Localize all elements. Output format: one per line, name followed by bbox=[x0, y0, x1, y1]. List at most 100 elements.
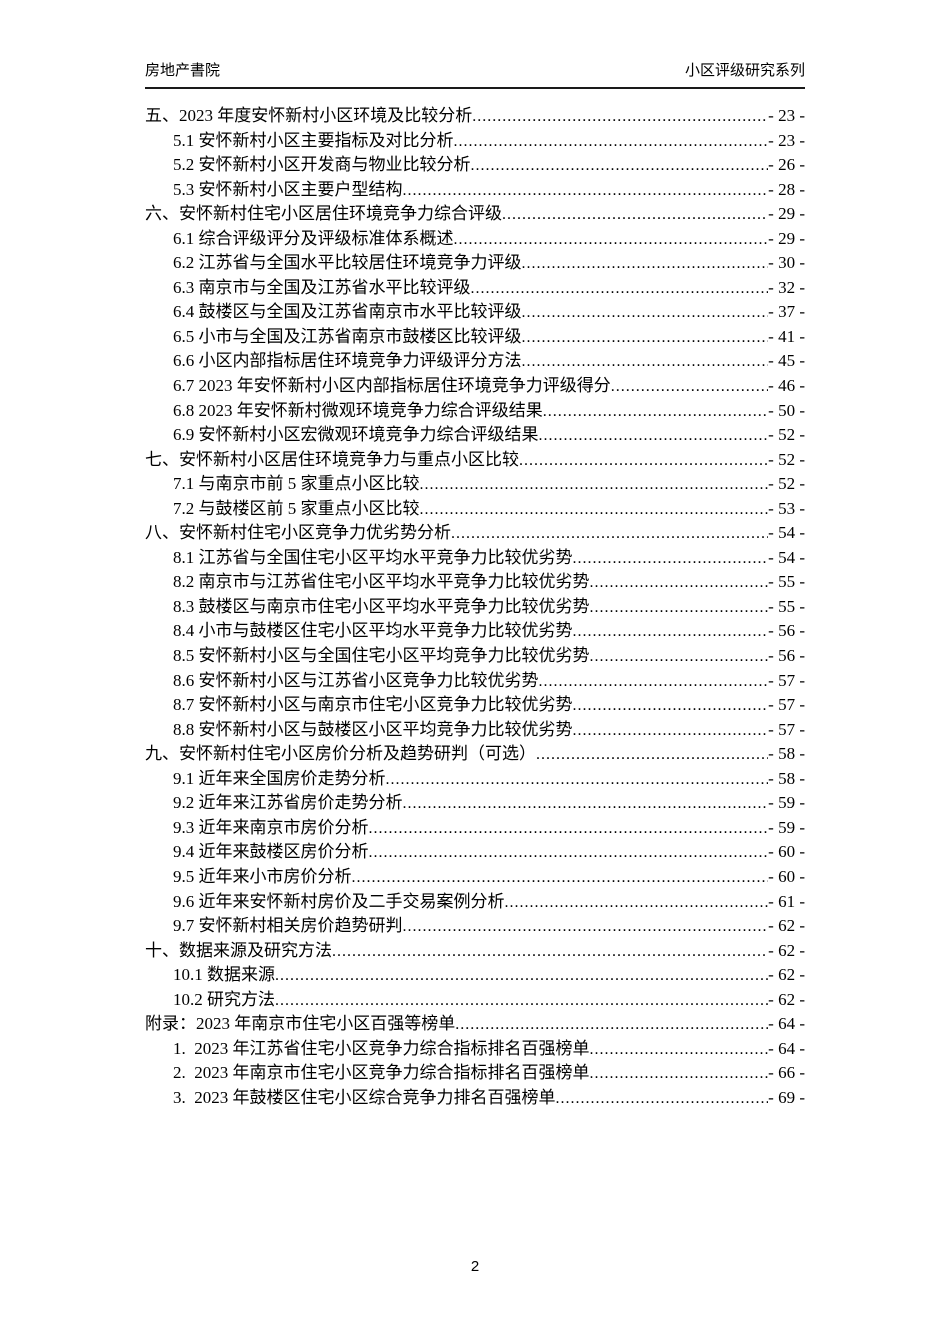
toc-entry-label: 6.5 小市与全国及江苏省南京市鼓楼区比较评级 bbox=[173, 326, 522, 346]
toc-entry-label: 6.3 南京市与全国及江苏省水平比较评级 bbox=[173, 277, 471, 297]
toc-entry-page: - 37 - bbox=[768, 302, 805, 322]
toc-entry-label: 五、2023 年度安怀新村小区环境及比较分析 bbox=[145, 106, 473, 125]
toc-entry-page: - 54 - bbox=[768, 547, 805, 567]
toc-entry[interactable]: 9.4 近年来鼓楼区房价分析 .........................… bbox=[145, 840, 805, 865]
toc-dot-leader: ........................................… bbox=[351, 868, 769, 886]
toc-entry[interactable]: 9.3 近年来南京市房价分析 .........................… bbox=[145, 816, 805, 841]
toc-entry[interactable]: 2. 2023 年南京市住宅小区竞争力综合指标排名百强榜单 ..........… bbox=[145, 1061, 805, 1086]
toc-entry-label: 九、安怀新村住宅小区房价分析及趋势研判（可选） bbox=[145, 744, 536, 764]
toc-entry[interactable]: 5.1 安怀新村小区主要指标及对比分析 ....................… bbox=[145, 129, 805, 154]
toc-entry[interactable]: 3. 2023 年鼓楼区住宅小区综合竞争力排名百强榜单 ............… bbox=[145, 1086, 805, 1111]
toc-entry-page: - 23 - bbox=[768, 106, 805, 125]
toc-dot-leader: ........................................… bbox=[419, 476, 769, 494]
toc-entry[interactable]: 6.5 小市与全国及江苏省南京市鼓楼区比较评级 ................… bbox=[145, 325, 805, 350]
toc-entry[interactable]: 6.8 2023 年安怀新村微观环境竞争力综合评级结果 ............… bbox=[145, 399, 805, 424]
toc-entry[interactable]: 8.1 江苏省与全国住宅小区平均水平竞争力比较优劣势 .............… bbox=[145, 546, 805, 571]
toc-entry[interactable]: 8.4 小市与鼓楼区住宅小区平均水平竞争力比较优劣势 .............… bbox=[145, 619, 805, 644]
toc-entry[interactable]: 8.6 安怀新村小区与江苏省小区竞争力比较优劣势 ...............… bbox=[145, 669, 805, 694]
toc-dot-leader: ........................................… bbox=[555, 1089, 769, 1107]
toc-dot-leader: ........................................… bbox=[504, 893, 769, 911]
toc-entry-label: 9.6 近年来安怀新村房价及二手交易案例分析 bbox=[173, 891, 505, 911]
toc-entry-page: - 52 - bbox=[768, 449, 805, 469]
toc-entry[interactable]: 6.4 鼓楼区与全国及江苏省南京市水平比较评级 ................… bbox=[145, 300, 805, 325]
toc-entry[interactable]: 6.2 江苏省与全国水平比较居住环境竞争力评级 ................… bbox=[145, 251, 805, 276]
toc-entry-label: 8.8 安怀新村小区与鼓楼区小区平均竞争力比较优劣势 bbox=[173, 719, 573, 739]
toc-entry-label: 十、数据来源及研究方法 bbox=[145, 940, 332, 960]
toc-dot-leader: ........................................… bbox=[502, 206, 769, 224]
toc-entry-page: - 62 - bbox=[768, 916, 805, 936]
toc-entry-label: 六、安怀新村住宅小区居住环境竞争力综合评级 bbox=[145, 204, 502, 224]
toc-dot-leader: ........................................… bbox=[572, 697, 769, 715]
toc-entry-page: - 62 - bbox=[768, 940, 805, 960]
toc-entry[interactable]: 6.1 综合评级评分及评级标准体系概述 ....................… bbox=[145, 227, 805, 252]
toc-entry-page: - 46 - bbox=[768, 376, 805, 396]
toc-dot-leader: ........................................… bbox=[589, 574, 769, 592]
toc-entry-label: 9.4 近年来鼓楼区房价分析 bbox=[173, 842, 369, 862]
toc-entry[interactable]: 8.8 安怀新村小区与鼓楼区小区平均竞争力比较优劣势 .............… bbox=[145, 718, 805, 743]
toc-entry[interactable]: 附录：2023 年南京市住宅小区百强等榜单 ..................… bbox=[145, 1012, 805, 1037]
toc-dot-leader: ........................................… bbox=[589, 598, 769, 616]
toc-entry-label: 8.4 小市与鼓楼区住宅小区平均水平竞争力比较优劣势 bbox=[173, 621, 573, 641]
header-right-title: 小区评级研究系列 bbox=[684, 62, 805, 79]
toc-entry[interactable]: 6.9 安怀新村小区宏微观环境竞争力综合评级结果 ...............… bbox=[145, 423, 805, 448]
toc-entry-page: - 57 - bbox=[768, 670, 805, 690]
toc-entry-label: 2. 2023 年南京市住宅小区竞争力综合指标排名百强榜单 bbox=[173, 1063, 590, 1083]
toc-entry[interactable]: 六、安怀新村住宅小区居住环境竞争力综合评级 ..................… bbox=[145, 202, 805, 227]
toc-entry[interactable]: 7.1 与南京市前 5 家重点小区比较 ....................… bbox=[145, 472, 805, 497]
toc-entry[interactable]: 6.3 南京市与全国及江苏省水平比较评级 ...................… bbox=[145, 276, 805, 301]
toc-entry[interactable]: 9.6 近年来安怀新村房价及二手交易案例分析 .................… bbox=[145, 890, 805, 915]
toc-entry[interactable]: 8.5 安怀新村小区与全国住宅小区平均竞争力比较优劣势 ............… bbox=[145, 644, 805, 669]
table-of-contents: 五、2023 年度安怀新村小区环境及比较分析 .................… bbox=[145, 104, 805, 1110]
toc-entry[interactable]: 6.7 2023 年安怀新村小区内部指标居住环境竞争力评级得分 ........… bbox=[145, 374, 805, 399]
toc-dot-leader: ........................................… bbox=[470, 157, 769, 175]
toc-entry-label: 5.3 安怀新村小区主要户型结构 bbox=[173, 179, 403, 199]
toc-dot-leader: ........................................… bbox=[538, 672, 769, 690]
toc-entry[interactable]: 6.6 小区内部指标居住环境竞争力评级评分方法 ................… bbox=[145, 349, 805, 374]
toc-dot-leader: ........................................… bbox=[332, 942, 768, 960]
toc-entry-page: - 52 - bbox=[768, 425, 805, 445]
toc-entry-page: - 59 - bbox=[768, 817, 805, 837]
toc-dot-leader: ........................................… bbox=[402, 918, 769, 936]
toc-entry-page: - 62 - bbox=[768, 989, 805, 1009]
toc-entry[interactable]: 5.2 安怀新村小区开发商与物业比较分析 ...................… bbox=[145, 153, 805, 178]
toc-entry-page: - 64 - bbox=[768, 1038, 805, 1058]
toc-dot-leader: ........................................… bbox=[368, 819, 769, 837]
toc-entry[interactable]: 七、安怀新村小区居住环境竞争力与重点小区比较 .................… bbox=[145, 448, 805, 473]
page-number: 2 bbox=[470, 1258, 480, 1275]
toc-entry-label: 6.9 安怀新村小区宏微观环境竞争力综合评级结果 bbox=[173, 425, 539, 445]
toc-entry-label: 10.1 数据来源 bbox=[173, 965, 275, 985]
toc-entry-label: 10.2 研究方法 bbox=[173, 989, 275, 1009]
toc-dot-leader: ........................................… bbox=[453, 132, 769, 150]
toc-entry-page: - 56 - bbox=[768, 621, 805, 641]
toc-entry[interactable]: 10.1 数据来源 ..............................… bbox=[145, 963, 805, 988]
toc-entry-page: - 59 - bbox=[768, 793, 805, 813]
toc-entry-page: - 29 - bbox=[768, 204, 805, 224]
toc-dot-leader: ........................................… bbox=[521, 353, 769, 371]
toc-dot-leader: ........................................… bbox=[572, 549, 769, 567]
toc-entry[interactable]: 7.2 与鼓楼区前 5 家重点小区比较 ....................… bbox=[145, 497, 805, 522]
toc-dot-leader: ........................................… bbox=[542, 402, 768, 420]
toc-dot-leader: ........................................… bbox=[610, 378, 768, 396]
toc-entry[interactable]: 9.7 安怀新村相关房价趋势研判 .......................… bbox=[145, 914, 805, 939]
toc-entry[interactable]: 八、安怀新村住宅小区竞争力优劣势分析 .....................… bbox=[145, 521, 805, 546]
toc-entry[interactable]: 8.2 南京市与江苏省住宅小区平均水平竞争力比较优劣势 ............… bbox=[145, 570, 805, 595]
toc-entry[interactable]: 十、数据来源及研究方法 ............................… bbox=[145, 939, 805, 964]
page-footer: 2 bbox=[0, 1258, 950, 1275]
toc-dot-leader: ........................................… bbox=[368, 844, 769, 862]
toc-entry-label: 6.4 鼓楼区与全国及江苏省南京市水平比较评级 bbox=[173, 302, 522, 322]
toc-entry[interactable]: 9.5 近年来小市房价分析 ..........................… bbox=[145, 865, 805, 890]
toc-dot-leader: ........................................… bbox=[536, 746, 768, 764]
toc-entry-page: - 23 - bbox=[768, 130, 805, 150]
toc-entry[interactable]: 8.7 安怀新村小区与南京市住宅小区竞争力比较优劣势 .............… bbox=[145, 693, 805, 718]
toc-entry-page: - 57 - bbox=[768, 719, 805, 739]
toc-entry[interactable]: 1. 2023 年江苏省住宅小区竞争力综合指标排名百强榜单 ..........… bbox=[145, 1037, 805, 1062]
toc-entry-label: 7.1 与南京市前 5 家重点小区比较 bbox=[173, 474, 420, 494]
toc-entry[interactable]: 5.3 安怀新村小区主要户型结构 .......................… bbox=[145, 178, 805, 203]
toc-entry[interactable]: 9.2 近年来江苏省房价走势分析 .......................… bbox=[145, 791, 805, 816]
toc-entry[interactable]: 10.2 研究方法 ..............................… bbox=[145, 988, 805, 1013]
toc-entry[interactable]: 九、安怀新村住宅小区房价分析及趋势研判（可选） ................… bbox=[145, 742, 805, 767]
toc-entry[interactable]: 8.3 鼓楼区与南京市住宅小区平均水平竞争力比较优劣势 ............… bbox=[145, 595, 805, 620]
toc-entry-label: 5.2 安怀新村小区开发商与物业比较分析 bbox=[173, 155, 471, 175]
toc-entry[interactable]: 五、2023 年度安怀新村小区环境及比较分析 .................… bbox=[145, 104, 805, 129]
toc-entry[interactable]: 9.1 近年来全国房价走势分析 ........................… bbox=[145, 767, 805, 792]
